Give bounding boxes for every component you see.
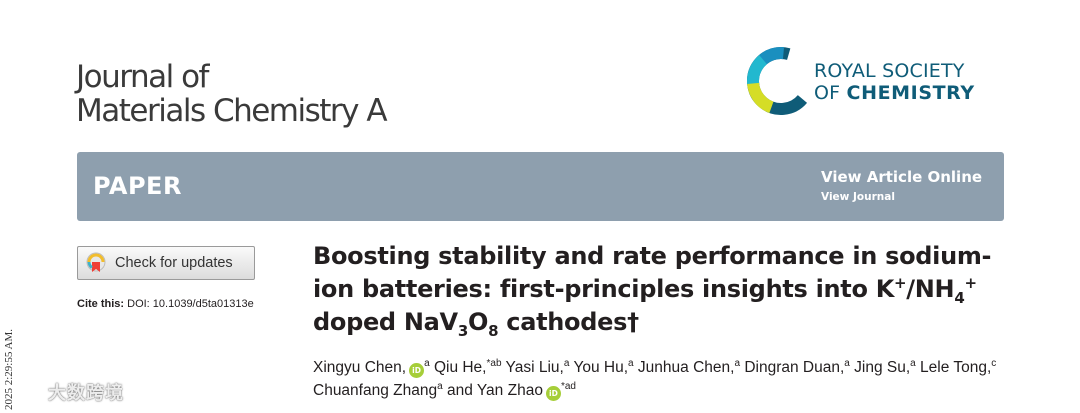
journal-title-line1: Journal of [76,59,209,95]
author-affiliation: a [910,357,916,369]
crossmark-icon [86,252,106,272]
journal-title-line2: Materials Chemistry A [76,93,388,129]
citation: Cite this: DOI: 10.1039/d5ta01313e [77,298,254,310]
orcid-icon[interactable]: iD [409,363,425,378]
author-affiliation: a [628,357,634,369]
orcid-icon[interactable]: iD [545,386,561,401]
author[interactable]: Yasi Liu,a [505,357,570,376]
author-affiliation: *ab [486,357,502,369]
author-affiliation: c [991,357,997,369]
author[interactable]: You Hu,a [573,357,634,376]
supplementary-dagger[interactable]: † [627,308,639,336]
journal-title: Journal of Materials Chemistry A [76,59,388,129]
author[interactable]: Junhua Chen,a [637,357,741,376]
article-title: Boosting stability and rate performance … [313,242,992,340]
publisher-name: ROYAL SOCIETY OF CHEMISTRY [814,60,975,104]
view-journal-link[interactable]: View Journal [821,191,895,203]
check-for-updates-button[interactable]: Check for updates [77,246,255,280]
author[interactable]: and Yan Zhao iD*ad [446,380,576,401]
author[interactable]: Qiu He,*ab [433,357,502,376]
watermark-text: 大数跨境 [48,383,124,404]
author[interactable]: Lele Tong,c [920,357,997,376]
author-affiliation: a [734,357,741,369]
rsc-logo-icon [746,47,815,115]
author[interactable]: Chuanfang Zhanga [313,380,443,399]
author-list: Xingyu Chen, iDa Qiu He,*ab Yasi Liu,a Yo… [313,356,1013,402]
author-affiliation: *ad [560,380,576,392]
author-affiliation: a [437,380,443,392]
view-article-online-link[interactable]: View Article Online [821,168,983,186]
article-type-label: PAPER [93,172,182,200]
check-for-updates-label: Check for updates [115,255,233,271]
author[interactable]: Xingyu Chen, iDa [313,357,430,378]
author-affiliation: a [563,357,570,369]
watermark: 大数跨境 [22,378,124,406]
download-timestamp: 2025 2:29:55 AM. [3,329,15,410]
author[interactable]: Dingran Duan,a [744,357,850,376]
author-affiliation: a [844,357,850,369]
watermark-logo-icon [22,385,44,399]
article-type-banner: PAPER View Article Online View Journal [77,152,1004,221]
cite-doi[interactable]: DOI: 10.1039/d5ta01313e [127,298,254,310]
cite-label: Cite this: [77,298,125,310]
publisher-line2: OF CHEMISTRY [814,82,975,104]
author-affiliation: a [424,357,430,369]
author[interactable]: Jing Su,a [854,357,916,376]
publisher-line1: ROYAL SOCIETY [814,60,965,82]
